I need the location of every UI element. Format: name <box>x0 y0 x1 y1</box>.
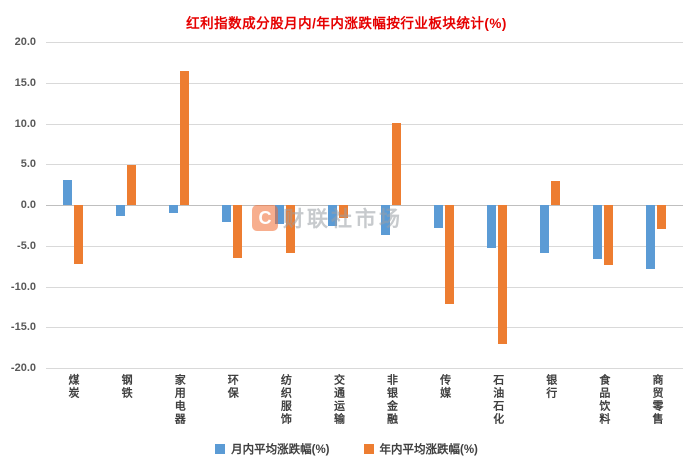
bar-monthly <box>168 205 178 214</box>
y-tick-label: -10.0 <box>10 280 36 293</box>
y-tick-label: -15.0 <box>10 321 36 334</box>
y-axis: 20.0 15.0 10.0 5.0 0.0 -5.0 -10.0 -15.0 -20.0 <box>0 36 40 374</box>
bar-yearly <box>551 181 561 205</box>
bar-monthly <box>221 205 231 223</box>
y-tick-label: 15.0 <box>14 76 36 89</box>
gridline <box>46 164 683 166</box>
plot-area <box>46 42 683 369</box>
legend-label: 年内平均涨跌幅(%) <box>379 444 478 456</box>
y-tick-label: -5.0 <box>17 239 36 252</box>
bar-yearly <box>657 205 667 229</box>
x-category-label: 交通运输 <box>332 374 345 426</box>
zero-gridline <box>46 205 683 206</box>
bar-monthly <box>646 205 656 270</box>
bar-yearly <box>285 205 295 254</box>
gridline <box>46 245 683 247</box>
bar-yearly <box>445 205 455 305</box>
bar-yearly <box>232 205 242 258</box>
x-category-label: 食品饮料 <box>597 374 610 426</box>
x-category-label: 石油石化 <box>491 374 504 426</box>
x-category-label: 非银金融 <box>385 374 398 426</box>
bar-monthly <box>274 205 284 224</box>
x-category-label: 传媒 <box>438 374 451 400</box>
y-tick-label: -20.0 <box>10 362 36 374</box>
x-category-label: 煤炭 <box>67 374 80 400</box>
bar-yearly <box>126 165 136 205</box>
gridline <box>46 327 683 329</box>
legend-swatch-icon <box>215 444 226 454</box>
y-tick-label: 0.0 <box>20 199 36 211</box>
bar-monthly <box>62 179 72 205</box>
bar-monthly <box>593 205 603 259</box>
bar-monthly <box>327 205 337 227</box>
x-category-label: 商贸零售 <box>650 374 663 426</box>
gridline <box>46 82 683 84</box>
legend-swatch-icon <box>363 444 374 454</box>
x-category-label: 家用电器 <box>173 374 186 426</box>
legend: 月内平均涨跌幅(%) 年内平均涨跌幅(%) <box>0 441 693 457</box>
bar-yearly <box>338 205 348 219</box>
legend-item: 月内平均涨跌幅(%) <box>215 441 330 457</box>
x-category-label: 钢铁 <box>120 374 133 400</box>
legend-label: 月内平均涨跌幅(%) <box>231 444 330 456</box>
bar-monthly <box>115 205 125 216</box>
legend-item: 年内平均涨跌幅(%) <box>363 441 478 457</box>
bar-yearly <box>73 205 83 264</box>
y-tick-label: 10.0 <box>14 117 36 130</box>
x-category-label: 纺织服饰 <box>279 374 292 426</box>
y-tick-label: 5.0 <box>20 158 36 171</box>
x-axis-labels: 煤炭 钢铁 家用电器 环保 纺织服饰 交通运输 非银金融 传媒 石油石化 银行 食品饮料 商贸零售 <box>46 374 683 440</box>
bar-yearly <box>179 70 189 205</box>
gridline <box>46 286 683 288</box>
bar-yearly <box>392 122 402 205</box>
x-category-label: 银行 <box>544 374 557 400</box>
y-tick-label: 20.0 <box>14 36 36 48</box>
bar-monthly <box>487 205 497 249</box>
bar-monthly <box>540 205 550 254</box>
bar-yearly <box>604 205 614 266</box>
x-category-label: 环保 <box>226 374 239 400</box>
gridline <box>46 368 683 369</box>
bar-monthly <box>381 205 391 236</box>
chart-title: 红利指数成分股月内/年内涨跌幅按行业板块统计(%) <box>186 16 507 31</box>
gridline <box>46 123 683 125</box>
bar-monthly <box>434 205 444 228</box>
bar-yearly <box>498 205 508 345</box>
gridline <box>46 42 683 43</box>
